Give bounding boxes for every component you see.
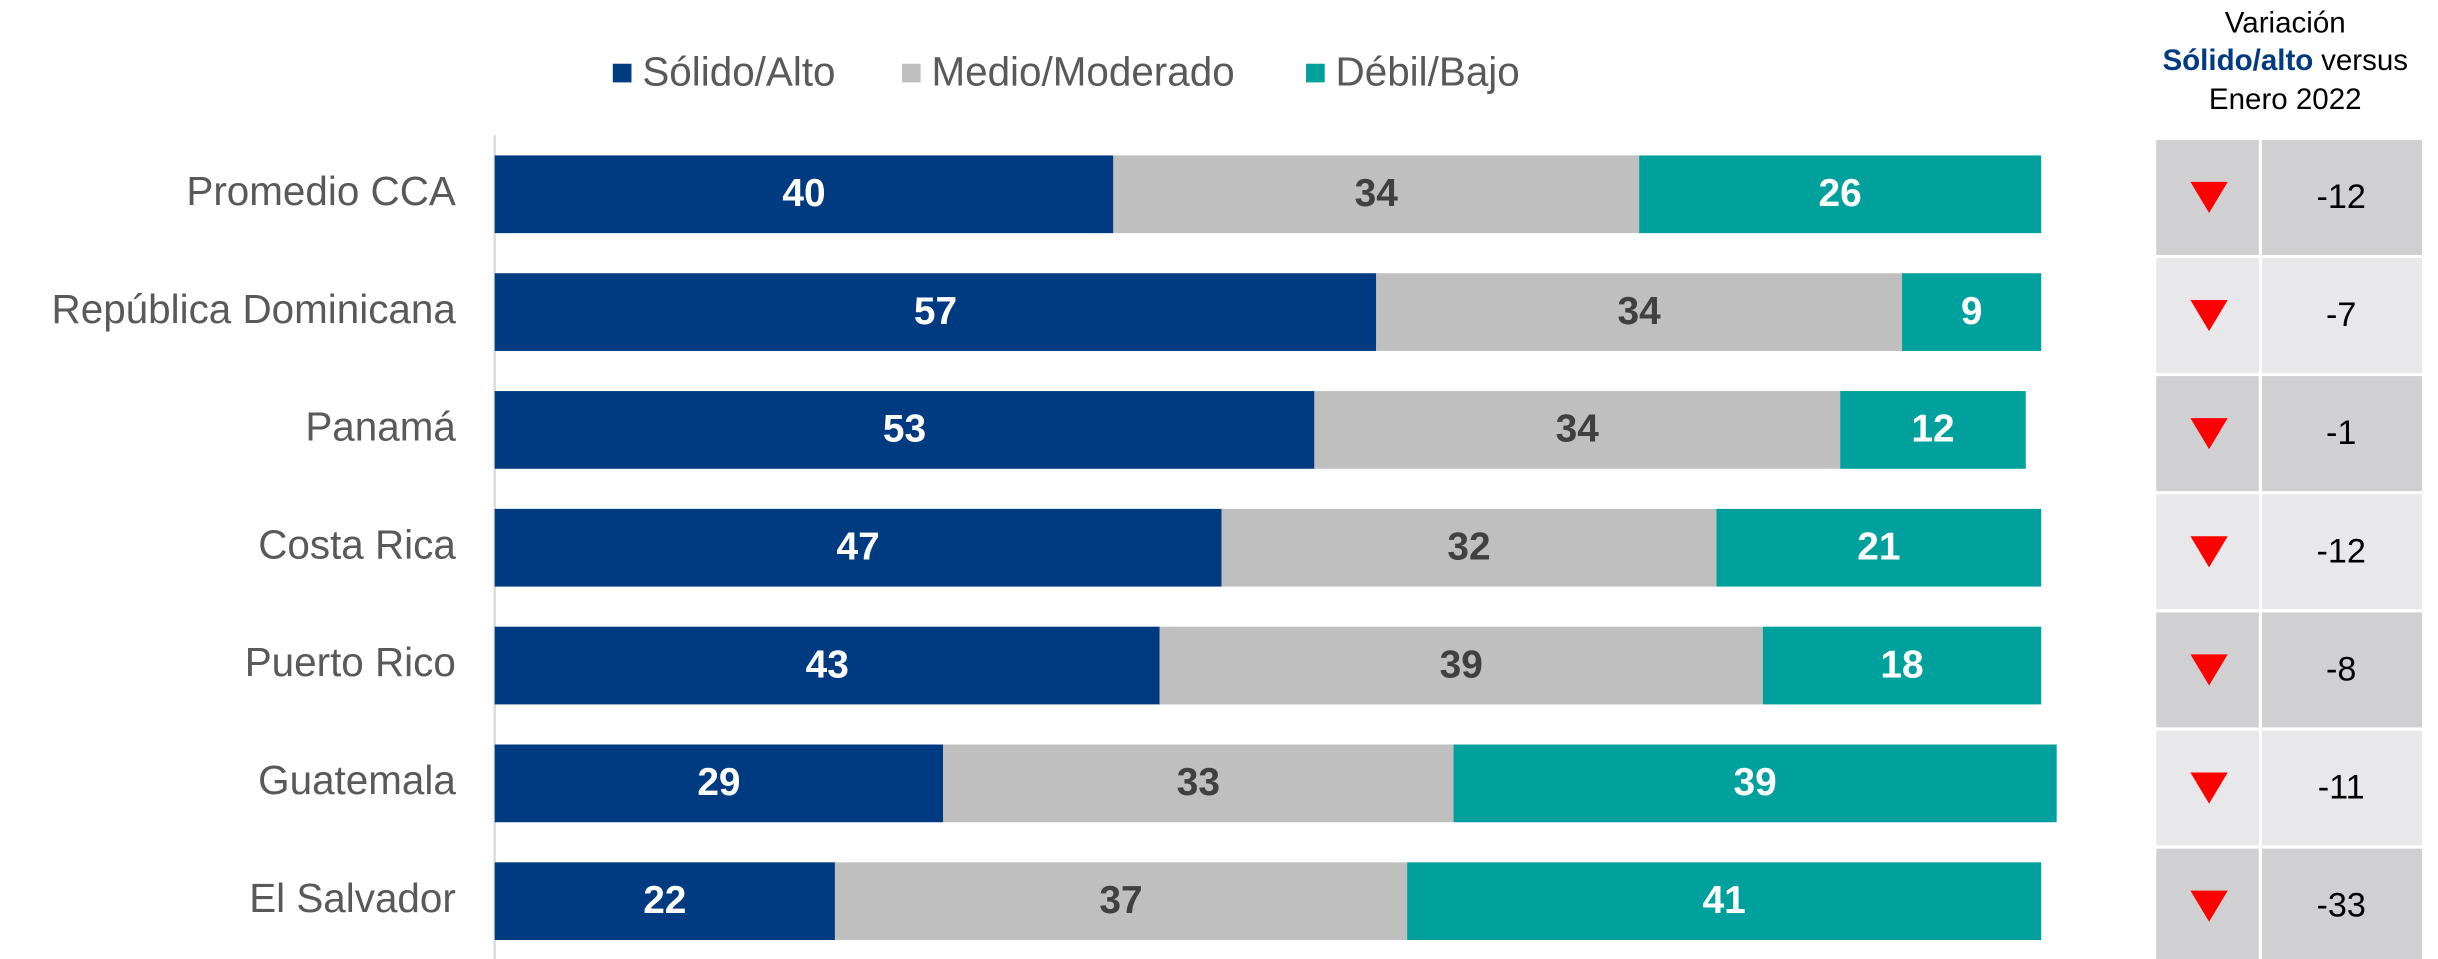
bar-segment [1113,155,1640,234]
data-label: 39 [1734,761,1777,804]
variation-title: Variación [2225,7,2346,40]
variation-title: Enero 2022 [2209,83,2362,116]
bar-segment [834,862,1408,941]
bar-segment [494,391,1315,469]
bar-segment [1762,626,2042,705]
legend-label: Sólido/Alto [642,48,835,94]
data-label: 21 [1857,526,1900,569]
table-cell [2261,376,2423,492]
data-label: 40 [782,172,825,215]
bar-segment [494,155,1114,234]
bar-segment [1407,862,2042,941]
y-tick-label: República Dominicana [52,286,457,332]
variation-value: -7 [2326,296,2356,334]
bar-segment [1159,626,1763,705]
data-label: 39 [1440,643,1483,686]
table-cell [2261,258,2423,374]
data-label: 34 [1355,172,1399,215]
bar-segment [1314,391,1841,469]
data-label: 22 [643,879,686,922]
data-label: 57 [914,290,957,333]
data-label: 47 [837,526,880,569]
bar-segment [1840,391,2026,469]
variation-value: -8 [2326,650,2356,688]
data-label: 34 [1618,290,1662,333]
table-cell [2261,139,2423,255]
legend-swatch [1306,63,1325,83]
data-label: 9 [1961,290,1983,333]
down-arrow-icon [2190,536,2228,568]
variation-title: versus [2321,44,2408,77]
data-label: 37 [1099,879,1142,922]
legend-swatch [901,63,921,83]
data-label: 34 [1556,408,1600,451]
bar-segment [1639,155,2042,234]
data-label: 12 [1911,408,1954,451]
down-arrow-icon [2190,418,2228,450]
variation-value: -33 [2316,887,2365,925]
bar-segment [494,273,1377,351]
variation-value: -11 [2318,769,2365,807]
down-arrow-icon [2190,299,2228,332]
bar-segment [943,744,1454,823]
variation-title-highlight: Sólido/alto [2162,44,2313,77]
bar-segment [1716,508,2042,587]
down-arrow-icon [2190,890,2228,922]
variation-value: -12 [2316,178,2365,216]
bar-segment [494,744,944,823]
table-cell [2261,494,2423,610]
y-tick-label: Puerto Rico [245,639,456,685]
down-arrow-icon [2190,772,2228,804]
table-cell [2261,612,2423,728]
table-cell [2261,848,2423,959]
data-label: 43 [806,643,849,686]
variation-value: -12 [2316,532,2365,570]
legend-label: Medio/Moderado [931,48,1234,94]
down-arrow-icon [2190,181,2228,213]
data-label: 53 [883,408,926,451]
legend-swatch [612,63,632,83]
down-arrow-icon [2190,654,2228,686]
variation-value: -1 [2326,414,2356,452]
bar-segment [494,862,835,941]
variation-title: Sólido/alto versus [2162,44,2408,77]
data-label: 29 [697,761,740,804]
bar-segment [1902,273,2042,351]
bar-segment [494,508,1222,587]
data-label: 18 [1880,643,1923,686]
table-cell [2261,730,2423,846]
data-label: 33 [1177,761,1220,804]
data-label: 41 [1703,879,1746,922]
y-tick-label: Promedio CCA [186,168,456,214]
bar-segment [1376,273,1903,351]
legend-label: Débil/Bajo [1336,48,1520,94]
y-tick-label: Panamá [305,404,456,450]
bar-segment [1221,508,1717,587]
bar-segment [1453,744,2057,823]
data-label: 26 [1819,172,1862,215]
y-tick-label: El Salvador [249,875,456,921]
bar-segment [494,626,1160,705]
data-label: 32 [1447,526,1490,569]
y-tick-label: Guatemala [258,757,456,803]
y-tick-label: Costa Rica [258,521,456,567]
